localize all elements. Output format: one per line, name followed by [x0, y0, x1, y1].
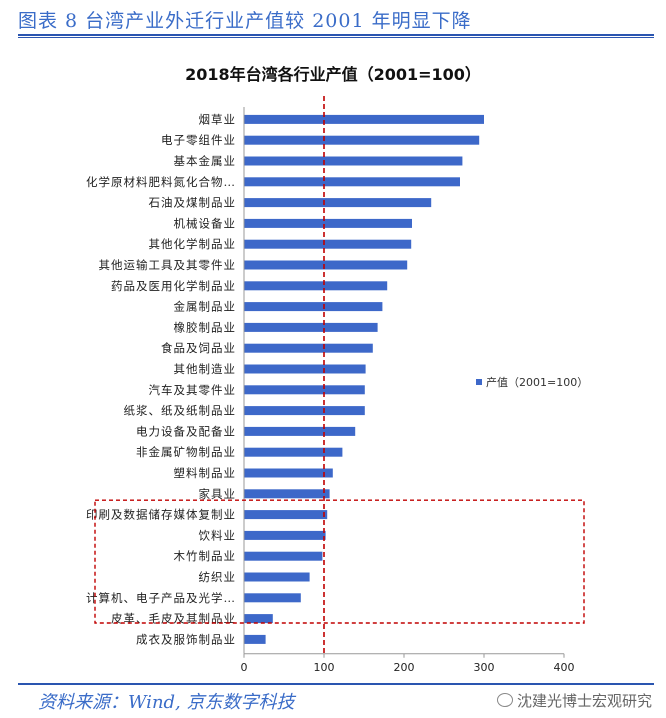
bar	[244, 343, 373, 353]
legend-swatch	[476, 379, 482, 385]
x-tick-label: 300	[474, 661, 495, 674]
category-label: 机械设备业	[174, 216, 237, 230]
category-label: 木竹制品业	[174, 549, 237, 563]
bar-chart: 2018年台湾各行业产值（2001=100） 烟草业电子零组件业基本金属业化学原材…	[86, 65, 588, 674]
category-label: 金属制品业	[174, 300, 237, 314]
category-label: 食品及饲品业	[161, 341, 236, 355]
bar	[244, 218, 412, 228]
header-rule	[18, 34, 654, 36]
category-label: 成衣及服饰制品业	[136, 632, 236, 646]
category-label: 计算机、电子产品及光学…	[86, 591, 236, 605]
bar	[244, 572, 310, 582]
bar	[244, 260, 408, 270]
bar	[244, 510, 328, 520]
bar	[244, 447, 343, 457]
category-label: 汽车及其零件业	[149, 383, 237, 397]
bar	[244, 198, 432, 208]
category-label: 塑料制品业	[174, 466, 237, 480]
watermark-text: 沈建光博士宏观研究	[516, 692, 652, 710]
category-label: 纸浆、纸及纸制品业	[124, 404, 237, 418]
source-note: 资料来源：Wind, 京东数字科技	[38, 692, 295, 713]
x-tick-label: 0	[241, 661, 248, 674]
header-rule-thin	[18, 37, 654, 38]
category-label: 非金属矿物制品业	[136, 445, 236, 459]
bar	[244, 614, 273, 624]
category-label: 其他化学制品业	[149, 237, 237, 251]
x-tick-label: 400	[554, 661, 575, 674]
category-label: 其他制造业	[174, 362, 237, 376]
figure-title: 图表 8 台湾产业外迁行业产值较 2001 年明显下降	[18, 10, 472, 32]
category-label: 印刷及数据储存媒体复制业	[86, 508, 236, 522]
highlight-box	[94, 499, 585, 624]
bar	[244, 593, 301, 603]
bar	[244, 239, 412, 249]
bar	[244, 322, 378, 332]
category-label: 化学原材料肥料氮化合物…	[86, 175, 236, 189]
bar	[244, 489, 330, 499]
category-label: 石油及煤制品业	[149, 196, 237, 210]
category-label: 橡胶制品业	[174, 320, 237, 334]
bar	[244, 135, 480, 145]
category-label: 电子零组件业	[161, 133, 236, 147]
category-label: 基本金属业	[174, 154, 237, 168]
bar	[244, 156, 463, 166]
bar	[244, 468, 333, 478]
footer-rule	[18, 683, 654, 685]
category-label: 皮革、毛皮及其制品业	[111, 612, 236, 626]
category-label: 家具业	[199, 487, 237, 501]
watermark: 沈建光博士宏观研究	[496, 690, 652, 711]
category-label: 药品及医用化学制品业	[111, 279, 236, 293]
bar	[244, 406, 365, 416]
category-label: 烟草业	[199, 112, 237, 126]
bar	[244, 551, 323, 561]
wechat-icon	[496, 693, 513, 707]
category-label: 饮料业	[199, 528, 237, 542]
bar	[244, 302, 383, 312]
bar	[244, 634, 266, 644]
bar	[244, 281, 388, 291]
bar	[244, 177, 460, 187]
bar	[244, 385, 365, 395]
x-tick-label: 100	[314, 661, 335, 674]
category-label: 纺织业	[199, 570, 237, 584]
category-label: 其他运输工具及其零件业	[99, 258, 237, 272]
bar	[244, 114, 484, 124]
bar	[244, 364, 366, 374]
bar	[244, 426, 356, 436]
bar	[244, 530, 326, 540]
chart-title: 2018年台湾各行业产值（2001=100）	[185, 65, 481, 84]
x-tick-label: 200	[394, 661, 415, 674]
legend-label: 产值（2001=100）	[486, 375, 588, 389]
category-label: 电力设备及配备业	[136, 424, 236, 438]
